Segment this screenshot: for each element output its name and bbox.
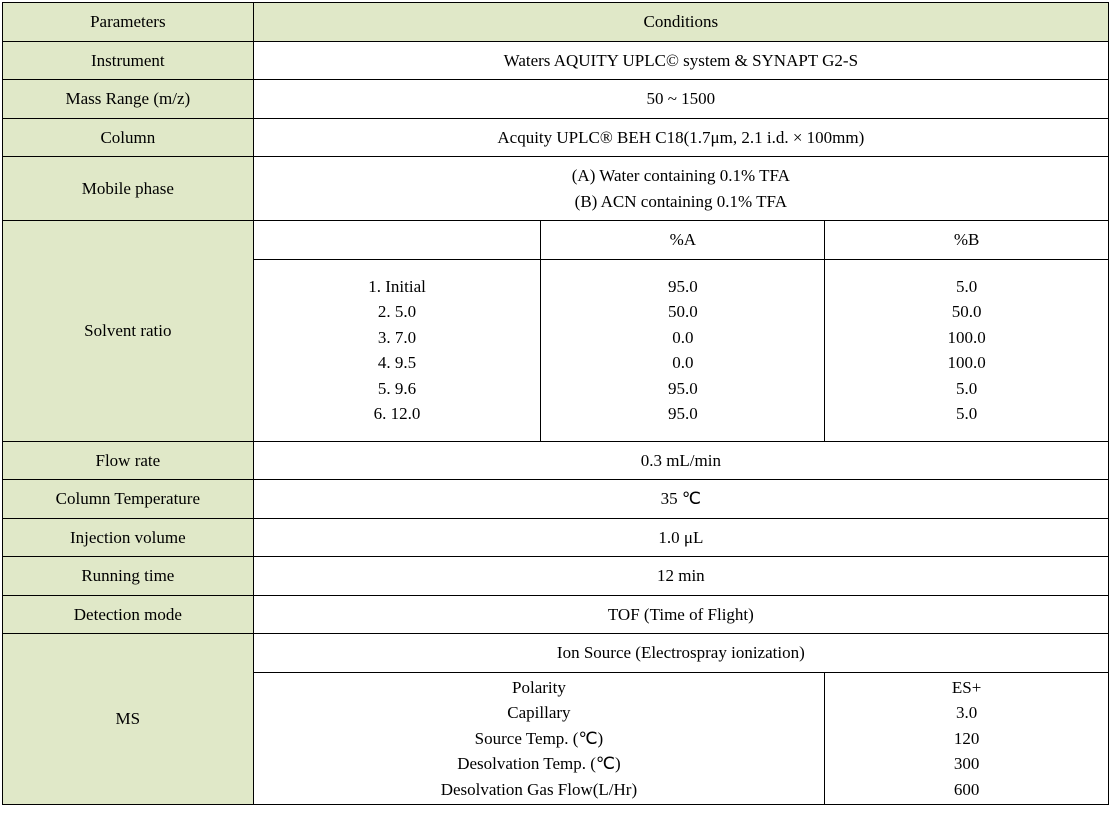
column-temp-label: Column Temperature	[3, 480, 254, 519]
solvent-ratio-header-b: %B	[825, 221, 1109, 260]
solvent-ratio-values-b: 5.0 50.0 100.0 100.0 5.0 5.0	[825, 259, 1109, 441]
column-value: Acquity UPLC® BEH C18(1.7μm, 2.1 i.d. × …	[253, 118, 1108, 157]
mobile-phase-label: Mobile phase	[3, 157, 254, 221]
column-label: Column	[3, 118, 254, 157]
detection-mode-row: Detection mode TOF (Time of Flight)	[3, 595, 1109, 634]
flow-rate-value: 0.3 mL/min	[253, 441, 1108, 480]
injection-volume-row: Injection volume 1.0 μL	[3, 518, 1109, 557]
conditions-header: Conditions	[253, 3, 1108, 42]
ms-values: ES+ 3.0 120 300 600	[825, 672, 1109, 805]
detection-mode-value: TOF (Time of Flight)	[253, 595, 1108, 634]
mass-range-value: 50 ~ 1500	[253, 80, 1108, 119]
instrument-label: Instrument	[3, 41, 254, 80]
injection-volume-value: 1.0 μL	[253, 518, 1108, 557]
mobile-phase-row: Mobile phase (A) Water containing 0.1% T…	[3, 157, 1109, 221]
column-temp-row: Column Temperature 35 ℃	[3, 480, 1109, 519]
solvent-ratio-empty	[253, 221, 541, 260]
mass-range-row: Mass Range (m/z) 50 ~ 1500	[3, 80, 1109, 119]
ms-params: Polarity Capillary Source Temp. (℃) Deso…	[253, 672, 825, 805]
injection-volume-label: Injection volume	[3, 518, 254, 557]
mass-range-label: Mass Range (m/z)	[3, 80, 254, 119]
running-time-label: Running time	[3, 557, 254, 596]
solvent-ratio-header-row: Solvent ratio %A %B	[3, 221, 1109, 260]
flow-rate-label: Flow rate	[3, 441, 254, 480]
parameters-header: Parameters	[3, 3, 254, 42]
ms-ion-source-row: MS Ion Source (Electrospray ionization)	[3, 634, 1109, 673]
ms-ion-source: Ion Source (Electrospray ionization)	[253, 634, 1108, 673]
header-row: Parameters Conditions	[3, 3, 1109, 42]
column-row: Column Acquity UPLC® BEH C18(1.7μm, 2.1 …	[3, 118, 1109, 157]
running-time-row: Running time 12 min	[3, 557, 1109, 596]
flow-rate-row: Flow rate 0.3 mL/min	[3, 441, 1109, 480]
parameters-table: Parameters Conditions Instrument Waters …	[2, 2, 1109, 805]
instrument-value: Waters AQUITY UPLC© system & SYNAPT G2-S	[253, 41, 1108, 80]
column-temp-value: 35 ℃	[253, 480, 1108, 519]
solvent-ratio-steps: 1. Initial 2. 5.0 3. 7.0 4. 9.5 5. 9.6 6…	[253, 259, 541, 441]
ms-label: MS	[3, 634, 254, 805]
solvent-ratio-header-a: %A	[541, 221, 825, 260]
running-time-value: 12 min	[253, 557, 1108, 596]
instrument-row: Instrument Waters AQUITY UPLC© system & …	[3, 41, 1109, 80]
solvent-ratio-values-a: 95.0 50.0 0.0 0.0 95.0 95.0	[541, 259, 825, 441]
detection-mode-label: Detection mode	[3, 595, 254, 634]
solvent-ratio-label: Solvent ratio	[3, 221, 254, 442]
mobile-phase-value: (A) Water containing 0.1% TFA (B) ACN co…	[253, 157, 1108, 221]
